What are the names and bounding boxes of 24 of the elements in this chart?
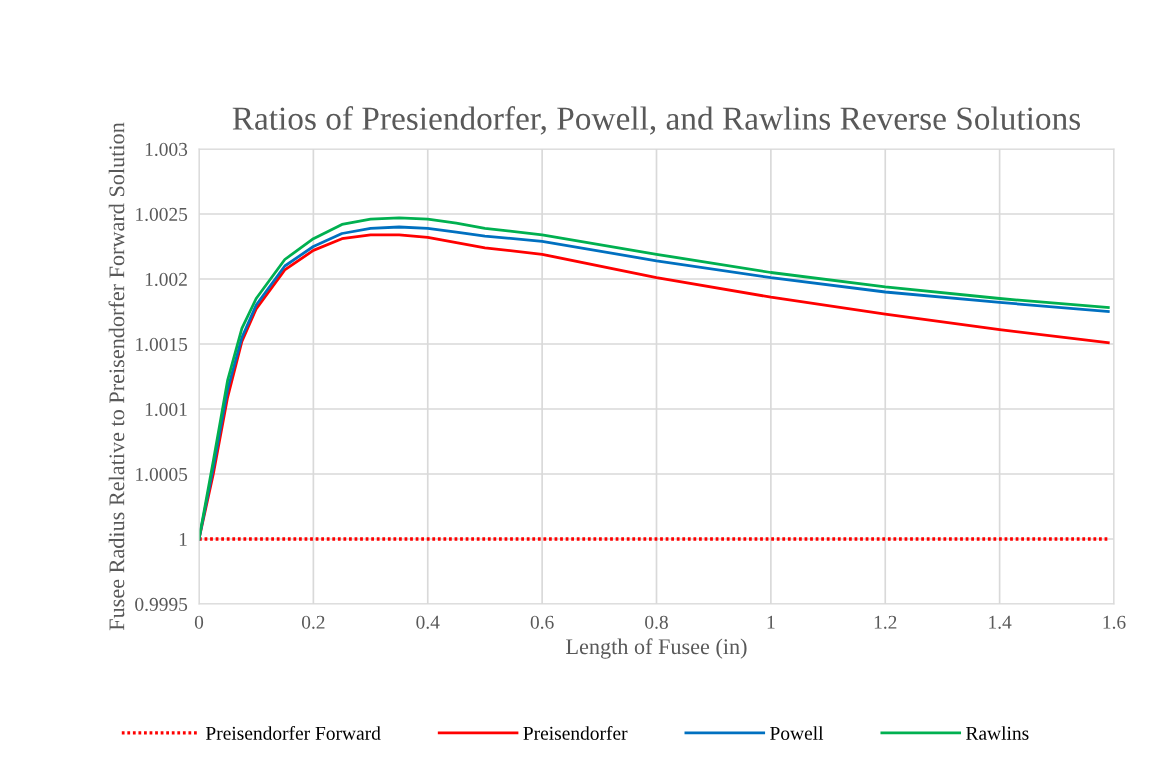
x-tick-label: 1.4 xyxy=(989,615,1012,629)
y-tick-label: 1.002 xyxy=(145,272,187,287)
y-tick-label: 1.0015 xyxy=(136,337,188,352)
y-axis-title: Fusee Radius Relative to Preisendorfer Forward Solution xyxy=(108,122,125,631)
legend-label: Rawlins xyxy=(966,726,1029,740)
y-tick-label: 0.9995 xyxy=(135,597,188,612)
y-tick-label: 1.0025 xyxy=(136,207,188,222)
x-tick-label: 0.8 xyxy=(645,615,668,629)
y-tick-label: 1.003 xyxy=(145,142,188,157)
legend-label: Preisendorfer xyxy=(523,725,628,740)
x-tick-label: 0.4 xyxy=(416,615,440,629)
y-tick-label: 1 xyxy=(179,532,187,546)
x-tick-label: 1 xyxy=(767,615,775,629)
x-axis-title: Length of Fusee (in) xyxy=(566,638,747,659)
x-tick-label: 1.6 xyxy=(1103,615,1126,629)
legend-label: Preisendorfer Forward xyxy=(205,725,381,740)
x-tick-label: 0 xyxy=(194,615,204,629)
x-tick-label: 0.2 xyxy=(301,615,325,629)
y-tick-label: 1.0005 xyxy=(136,467,188,482)
y-tick-label: 1.001 xyxy=(145,402,187,417)
chart-title: Ratios of Presiendorfer, Powell, and Rawlins Reverse Solutions xyxy=(232,106,1081,135)
legend-label: Powell xyxy=(770,726,824,740)
x-tick-label: 1.2 xyxy=(874,615,897,629)
x-tick-label: 0.6 xyxy=(530,615,554,629)
